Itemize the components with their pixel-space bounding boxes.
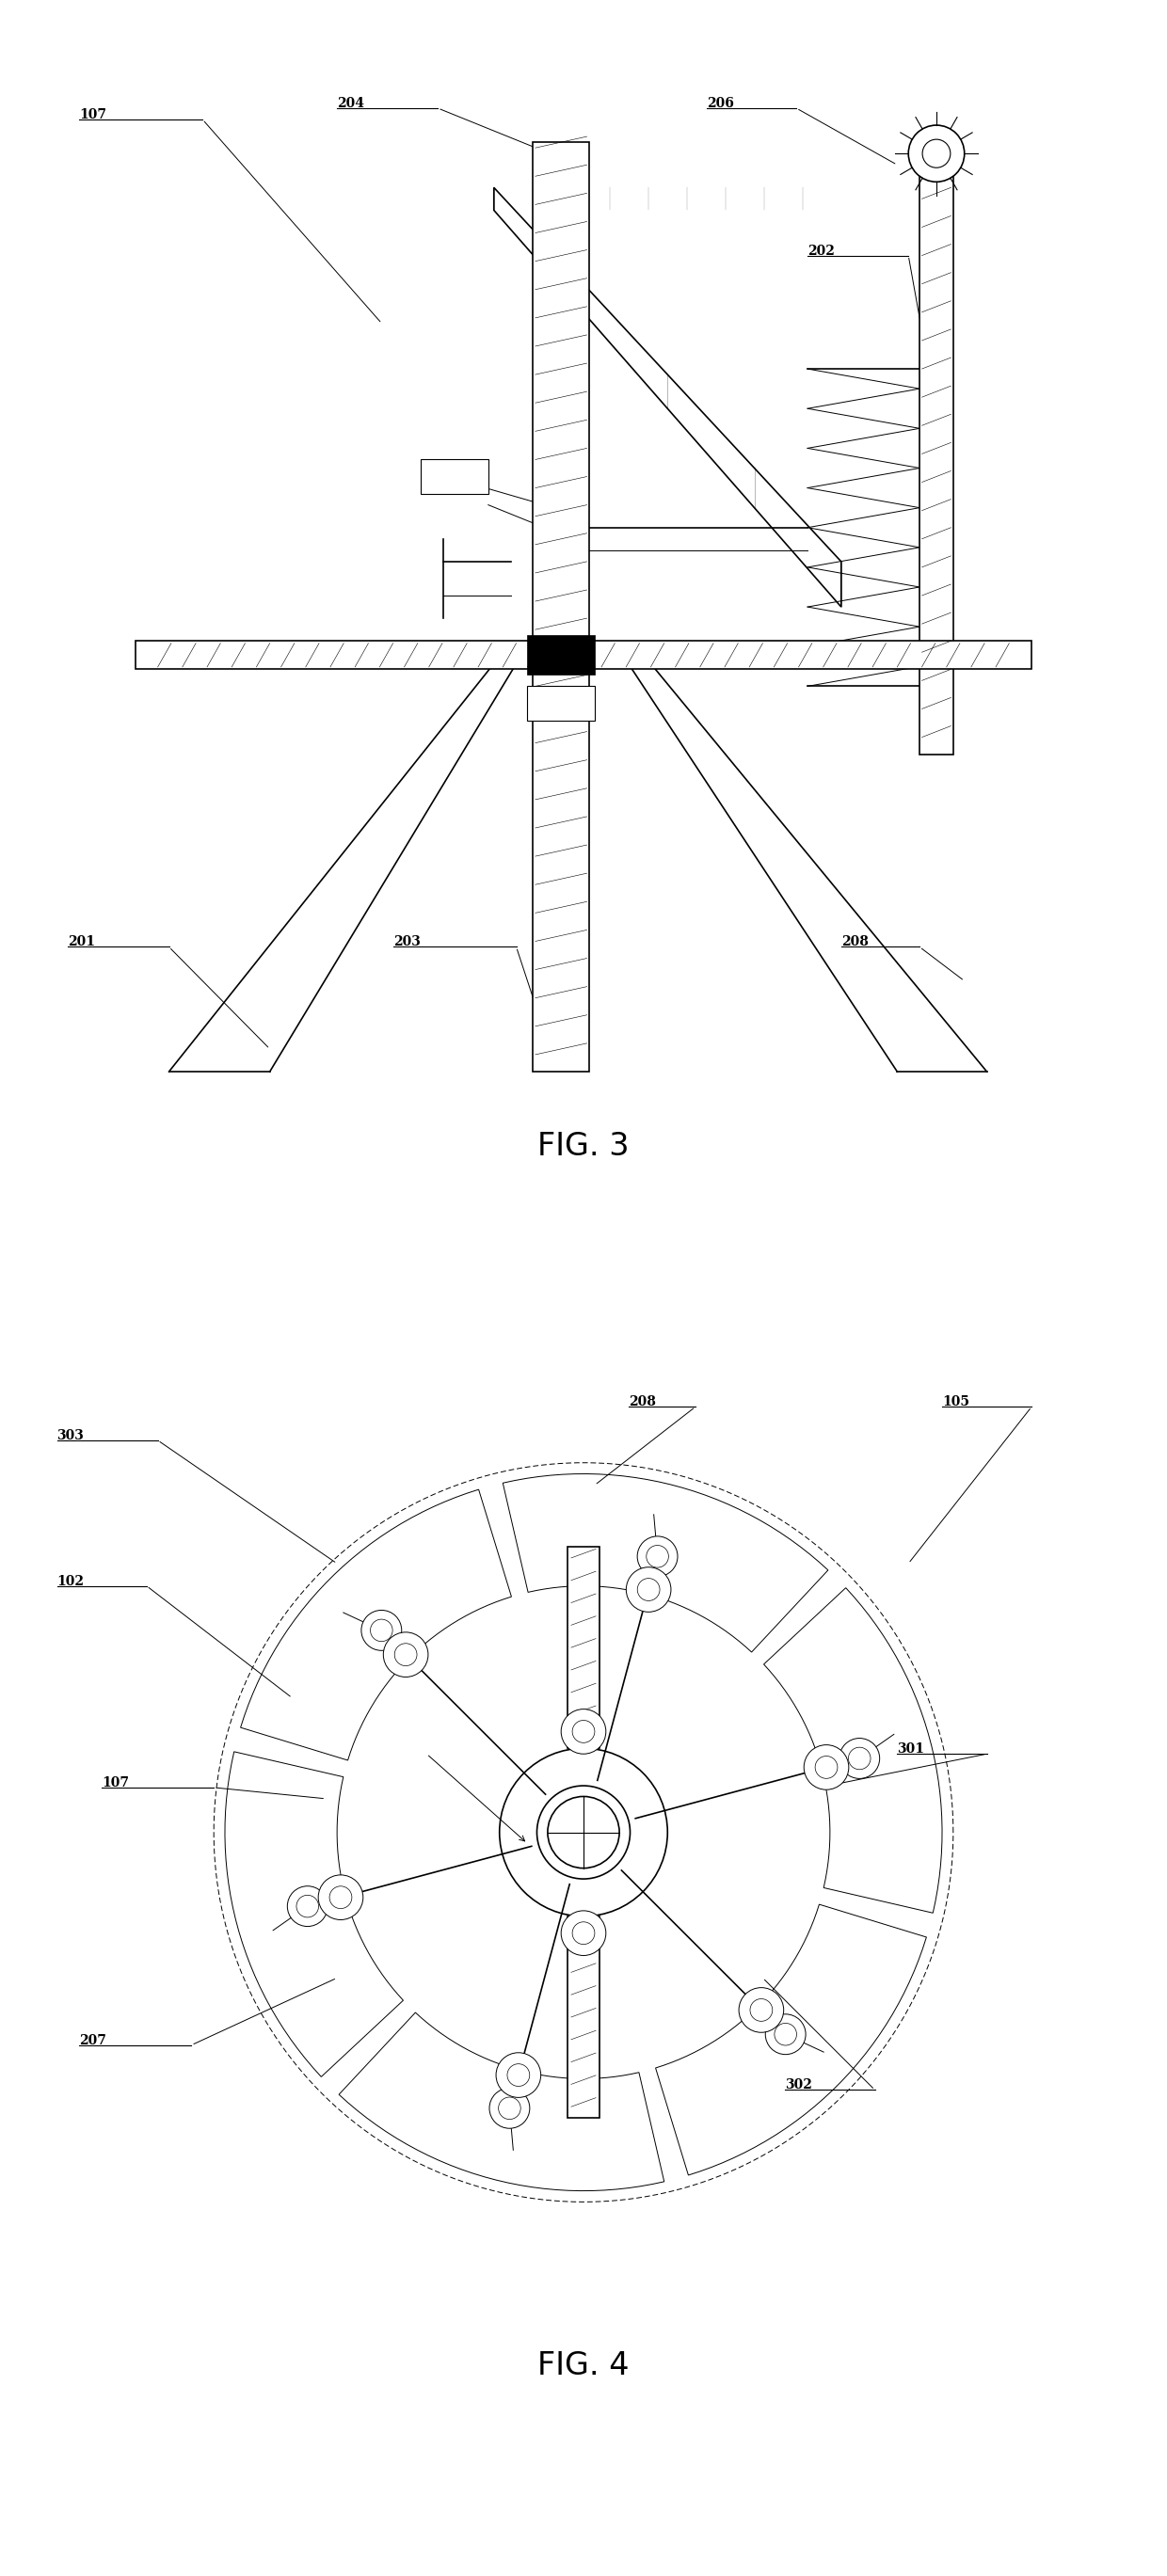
Text: 201: 201 (68, 935, 96, 948)
Polygon shape (656, 1904, 927, 2174)
Bar (527, 636, 595, 675)
Text: 204: 204 (337, 98, 364, 111)
Text: 208: 208 (628, 1396, 656, 1409)
Bar (920, 165, 953, 755)
Circle shape (739, 1989, 784, 2032)
Circle shape (537, 1785, 630, 1878)
Text: 206: 206 (707, 98, 734, 111)
Circle shape (848, 1747, 871, 1770)
Circle shape (383, 1633, 428, 1677)
Circle shape (508, 2063, 530, 2087)
Circle shape (319, 1875, 363, 1919)
Circle shape (815, 1757, 838, 1777)
Polygon shape (494, 188, 841, 608)
Text: 105: 105 (942, 1396, 970, 1409)
Text: FIG. 4: FIG. 4 (538, 2349, 629, 2380)
Circle shape (547, 1795, 620, 1868)
Text: 202: 202 (808, 245, 834, 258)
Circle shape (489, 2089, 530, 2128)
Text: 301: 301 (897, 1744, 924, 1757)
Polygon shape (240, 1489, 511, 1759)
Circle shape (561, 1911, 606, 1955)
Circle shape (362, 1610, 401, 1651)
Circle shape (637, 1535, 678, 1577)
Circle shape (561, 1708, 606, 1754)
Circle shape (922, 139, 950, 167)
Text: 302: 302 (785, 2079, 812, 2092)
Text: 203: 203 (393, 935, 420, 948)
Circle shape (296, 1896, 319, 1917)
Circle shape (775, 2022, 797, 2045)
Circle shape (637, 1579, 659, 1600)
Circle shape (572, 1721, 595, 1744)
Circle shape (572, 1922, 595, 1945)
Circle shape (647, 1546, 669, 1569)
Bar (568, 1917, 599, 2117)
Bar (533, 142, 589, 1072)
Text: 303: 303 (57, 1430, 84, 1443)
Circle shape (499, 1749, 668, 1917)
Circle shape (329, 1886, 352, 1909)
Bar (135, 641, 1032, 670)
Circle shape (370, 1620, 392, 1641)
Polygon shape (338, 2012, 664, 2190)
Text: 207: 207 (79, 2035, 106, 2048)
Circle shape (766, 2014, 805, 2056)
Circle shape (804, 1744, 848, 1790)
Polygon shape (225, 1752, 404, 2076)
Text: 107: 107 (79, 108, 106, 121)
Text: 208: 208 (841, 935, 868, 948)
Circle shape (750, 1999, 773, 2022)
Circle shape (627, 1566, 671, 1613)
Circle shape (496, 2053, 540, 2097)
Circle shape (908, 126, 964, 183)
Polygon shape (503, 1473, 829, 1651)
Text: 102: 102 (57, 1574, 84, 1587)
Text: FIG. 3: FIG. 3 (538, 1131, 629, 1162)
Circle shape (498, 2097, 520, 2120)
Text: 107: 107 (102, 1777, 130, 1790)
Bar (568, 1546, 599, 1749)
Circle shape (287, 1886, 328, 1927)
Circle shape (839, 1739, 880, 1777)
Polygon shape (763, 1587, 942, 1914)
Bar (527, 685, 595, 721)
Bar (421, 459, 488, 495)
Circle shape (394, 1643, 417, 1667)
